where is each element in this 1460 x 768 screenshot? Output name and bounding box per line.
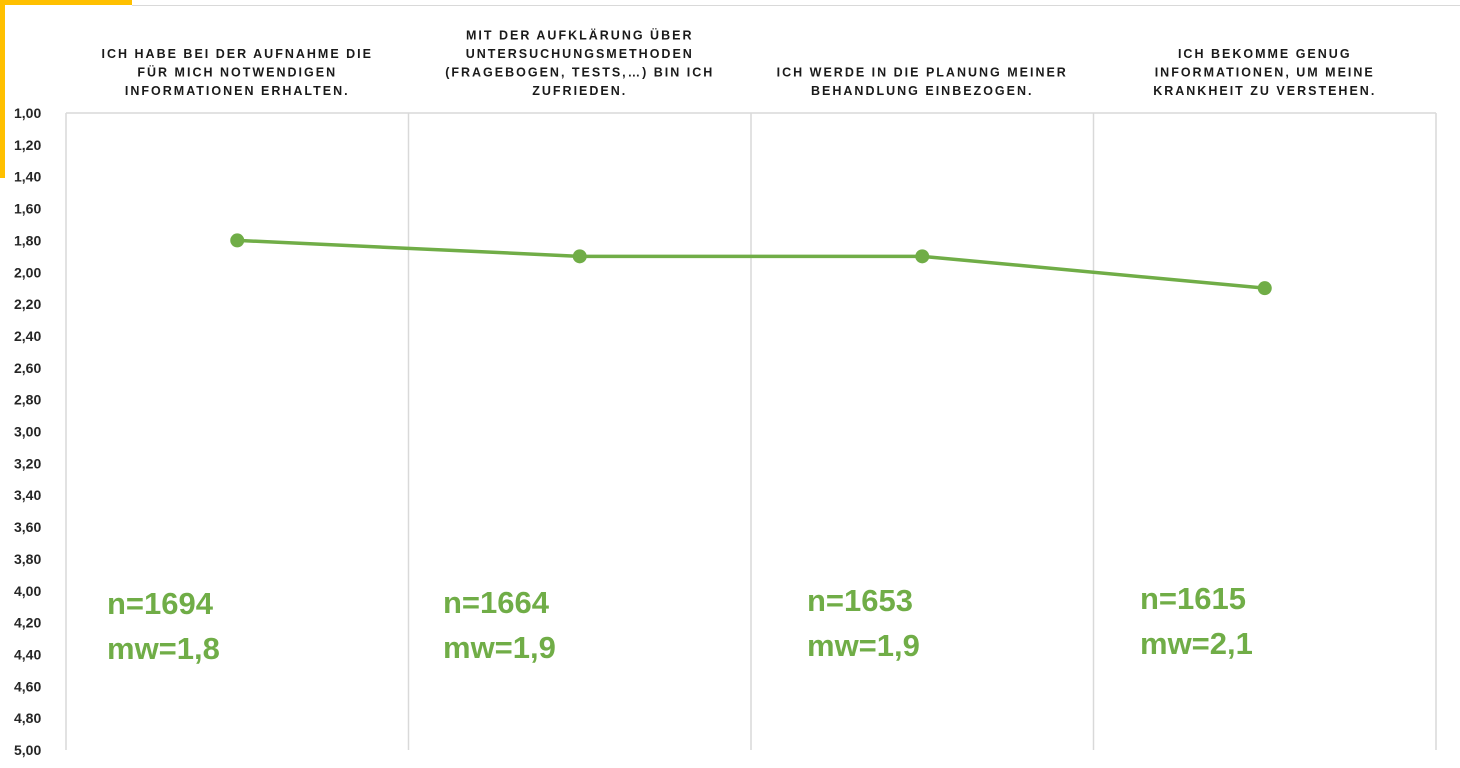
annotation-mw: mw=1,8 (107, 631, 220, 666)
category-label-line: FÜR MICH NOTWENDIGEN (137, 65, 337, 80)
y-tick-label: 2,80 (14, 392, 41, 408)
accent-bar (0, 0, 5, 178)
category-labels: ICH HABE BEI DER AUFNAHME DIE FÜR MICH NO… (102, 28, 1376, 99)
y-tick-label: 1,60 (14, 201, 41, 217)
y-tick-label: 1,80 (14, 232, 41, 248)
category-label-line: (FRAGEBOGEN, TESTS,…) BIN ICH (445, 66, 714, 80)
y-tick-label: 1,00 (14, 105, 41, 121)
y-tick-label: 3,40 (14, 487, 41, 503)
category-label-line: KRANKHEIT ZU VERSTEHEN. (1153, 84, 1376, 98)
grid-layer (65, 112, 1437, 750)
category-label: MIT DER AUFKLÄRUNG ÜBER UNTERSUCHUNGSMETH… (445, 28, 714, 99)
y-tick-label: 3,20 (14, 455, 41, 471)
category-label-line: UNTERSUCHUNGSMETHODEN (466, 47, 694, 61)
category-label-line: MIT DER AUFKLÄRUNG ÜBER (466, 28, 693, 43)
annotation-mw: mw=1,9 (807, 628, 920, 663)
series-points (230, 233, 1272, 296)
y-tick-label: 4,40 (14, 646, 41, 662)
annotation-n: n=1615 (1140, 581, 1246, 616)
y-tick-label: 4,00 (14, 583, 41, 599)
category-label: ICH BEKOMME GENUG INFORMATIONEN, UM MEINE… (1153, 47, 1376, 98)
y-tick-label: 3,80 (14, 551, 41, 567)
y-tick-label: 2,40 (14, 328, 41, 344)
y-tick-label: 5,00 (14, 742, 41, 758)
data-point (230, 233, 245, 248)
annotation-mw: mw=2,1 (1140, 626, 1253, 661)
annotation-n: n=1664 (443, 585, 550, 620)
category-label-line: ZUFRIEDEN. (532, 84, 627, 98)
data-point (915, 249, 930, 264)
y-tick-label: 2,00 (14, 264, 41, 280)
y-axis-ticks: 1,00 1,20 1,40 1,60 1,80 2,00 2,20 2,40 2,60 2,80… (14, 105, 41, 758)
series-line-layer (237, 238, 1265, 290)
annotation-n: n=1694 (107, 586, 214, 621)
y-tick-label: 1,20 (14, 137, 41, 153)
data-point (1257, 281, 1272, 296)
data-point (572, 249, 587, 264)
y-tick-label: 4,20 (14, 615, 41, 631)
series-line (237, 238, 1265, 290)
category-label: ICH WERDE IN DIE PLANUNG MEINER BEHANDLUN… (777, 66, 1068, 99)
category-label-line: BEHANDLUNG EINBEZOGEN. (811, 84, 1033, 98)
y-tick-label: 2,20 (14, 296, 41, 312)
y-tick-label: 3,00 (14, 424, 41, 440)
category-label-line: INFORMATIONEN, UM MEINE (1155, 66, 1375, 80)
annotation-n: n=1653 (807, 583, 913, 618)
accent-top-bar (0, 0, 132, 5)
category-label: ICH HABE BEI DER AUFNAHME DIE FÜR MICH NO… (102, 47, 373, 98)
y-tick-label: 4,60 (14, 678, 41, 694)
annotations: n=1694 mw=1,8 n=1664 mw=1,9 n=1653 mw=1,9 n=16… (107, 581, 1253, 666)
y-tick-label: 4,80 (14, 710, 41, 726)
category-label-line: ICH BEKOMME GENUG (1178, 47, 1352, 61)
top-rule (132, 5, 1460, 6)
category-label-line: ICH WERDE IN DIE PLANUNG MEINER (777, 66, 1068, 80)
y-tick-label: 3,60 (14, 519, 41, 535)
annotation-mw: mw=1,9 (443, 630, 556, 665)
y-tick-label: 2,60 (14, 360, 41, 376)
y-tick-label: 1,40 (14, 169, 41, 185)
category-label-line: ICH HABE BEI DER AUFNAHME DIE (102, 47, 373, 61)
category-label-line: INFORMATIONEN ERHALTEN. (125, 84, 350, 98)
